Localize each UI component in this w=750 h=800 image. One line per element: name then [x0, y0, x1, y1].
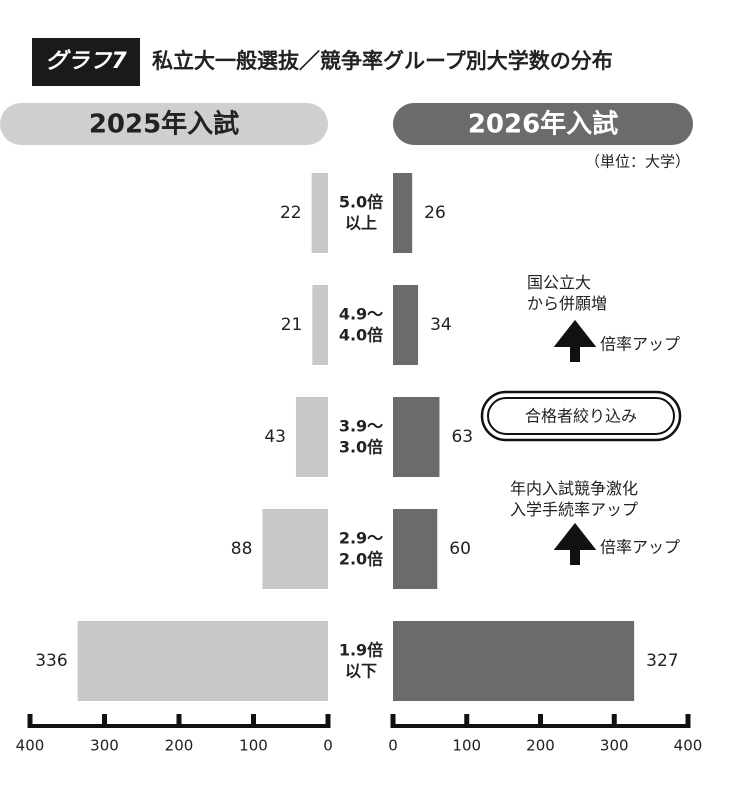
- value-label: 63: [451, 427, 473, 447]
- legend-label: 2025年入試: [89, 109, 239, 140]
- bar: [77, 621, 329, 701]
- x-tick-label: 100: [452, 737, 481, 755]
- bar: [393, 173, 413, 253]
- x-tick-label: 0: [323, 737, 333, 755]
- legend-label: 2026年入試: [468, 109, 618, 140]
- capsule: [480, 390, 682, 442]
- arrow: [553, 522, 597, 565]
- value-label: 336: [35, 651, 67, 671]
- x-tick-label: 0: [388, 737, 398, 755]
- x-tick-label: 200: [526, 737, 555, 755]
- annotation: 倍率アップ: [600, 335, 680, 354]
- category-label: 4.9～ 4.0倍: [339, 304, 383, 344]
- x-tick-label: 300: [90, 737, 119, 755]
- value-label: 60: [449, 539, 471, 559]
- x-tick-label: 300: [600, 737, 629, 755]
- value-label: 21: [281, 315, 303, 335]
- value-label: 43: [264, 427, 286, 447]
- bar: [393, 509, 438, 589]
- value-label: 88: [231, 539, 253, 559]
- bar: [295, 397, 328, 477]
- x-tick-label: 200: [165, 737, 194, 755]
- bar: [393, 285, 419, 365]
- header-left: [0, 103, 328, 145]
- tag-box: [32, 38, 140, 86]
- category-label: 1.9倍以下: [339, 640, 383, 680]
- value-label: 26: [424, 203, 446, 223]
- x-tick-label: 400: [16, 737, 45, 755]
- bar: [312, 285, 328, 365]
- bar: [311, 173, 328, 253]
- annotation: 国公立大から併願増: [527, 273, 607, 313]
- arrow: [553, 319, 597, 362]
- chart-tag: グラフ7: [45, 49, 127, 74]
- value-label: 327: [646, 651, 678, 671]
- category-label: 2.9～ 2.0倍: [339, 528, 383, 568]
- x-tick-label: 100: [239, 737, 268, 755]
- annotation: 合格者絞り込み: [525, 407, 637, 426]
- chart-title: 私立大一般選抜／競争率グループ別大学数の分布: [152, 49, 613, 73]
- bar: [262, 509, 328, 589]
- category-label: 5.0倍以上: [339, 192, 383, 232]
- value-label: 22: [280, 203, 302, 223]
- header-right: [393, 103, 693, 145]
- unit-label: （単位：大学）: [585, 153, 690, 171]
- bar: [393, 621, 635, 701]
- capsule: [487, 397, 675, 435]
- x-tick-label: 400: [674, 737, 703, 755]
- value-label: 34: [430, 315, 452, 335]
- bar: [393, 397, 440, 477]
- category-label: 3.9～ 3.0倍: [339, 416, 383, 456]
- annotation: 年内入試競争激化入学手続率アップ: [510, 479, 638, 519]
- annotation: 倍率アップ: [600, 538, 680, 557]
